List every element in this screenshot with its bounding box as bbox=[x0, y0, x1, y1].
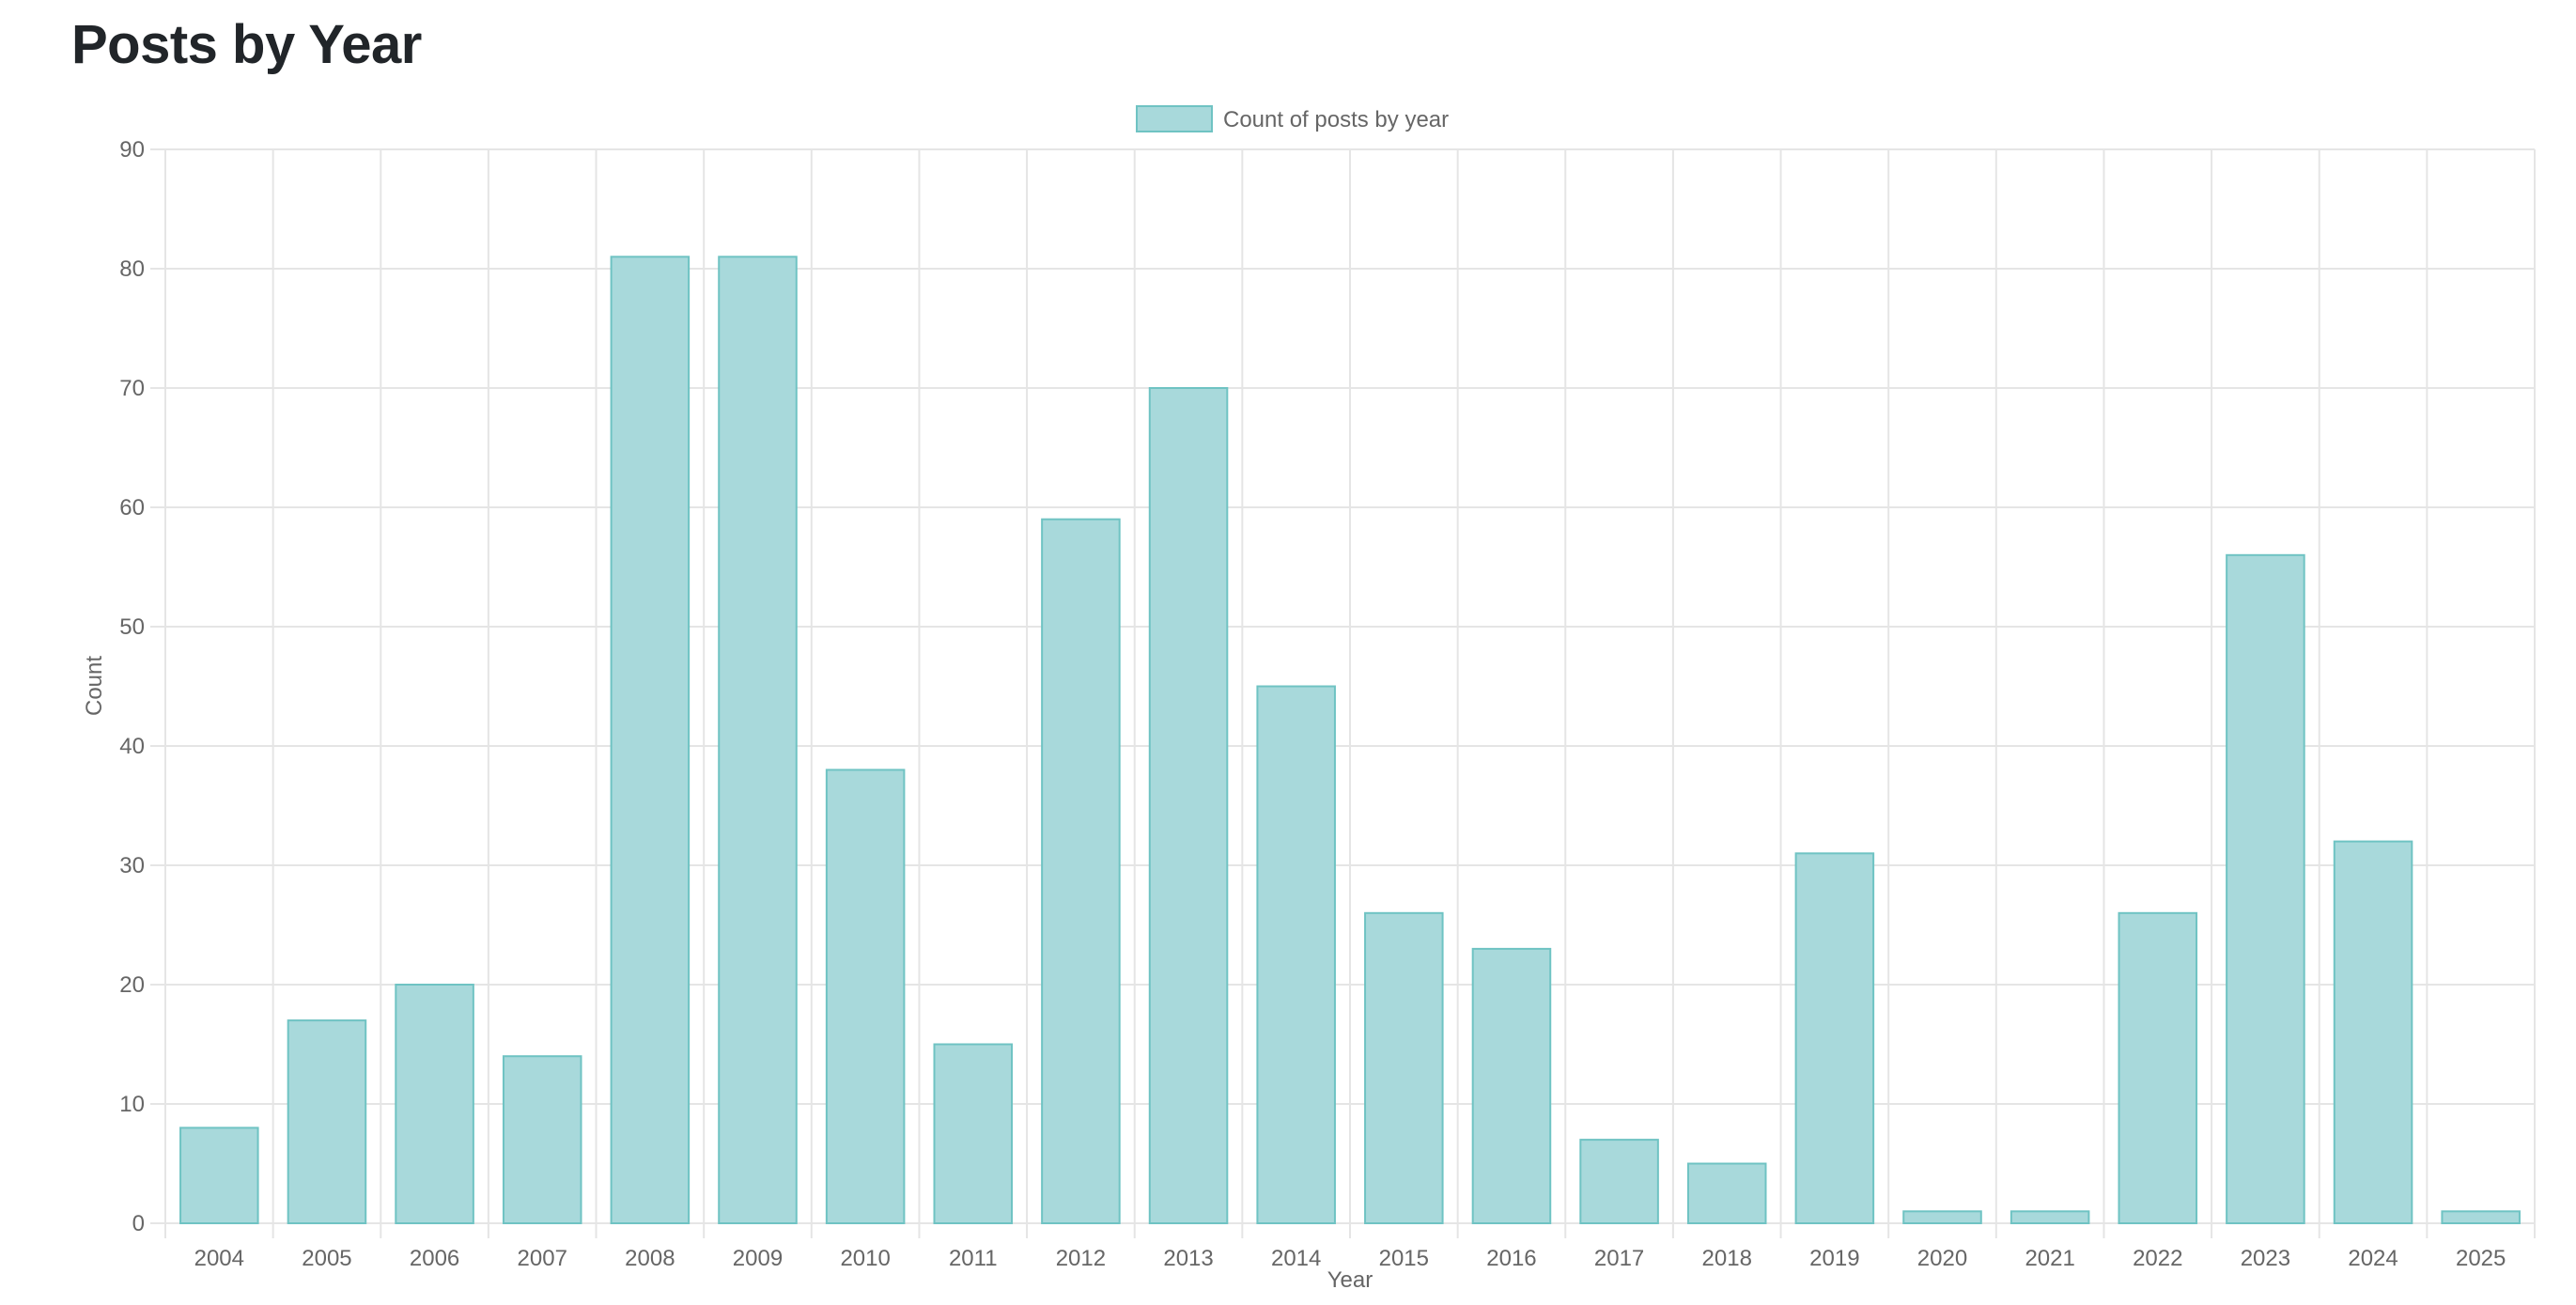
bar-2009[interactable] bbox=[718, 256, 798, 1224]
legend-swatch[interactable] bbox=[1136, 105, 1213, 132]
bar-2015[interactable] bbox=[1364, 911, 1444, 1224]
bar-2017[interactable] bbox=[1579, 1139, 1659, 1224]
y-tick-label: 80 bbox=[119, 256, 145, 282]
bar-2013[interactable] bbox=[1148, 387, 1229, 1224]
bar-2021[interactable] bbox=[2010, 1210, 2090, 1225]
ticks-layer: 0 10 20 30 40 50 60 70 80 90 2004 2005 2006 2007 2008 2… bbox=[119, 137, 2506, 1271]
x-tick-label: 2021 bbox=[2025, 1246, 2074, 1271]
y-tick-label: 30 bbox=[119, 853, 145, 878]
bar-2022[interactable] bbox=[2118, 911, 2198, 1224]
y-axis-title: Count bbox=[82, 656, 107, 716]
x-tick-label: 2009 bbox=[733, 1246, 783, 1271]
bar-2007[interactable] bbox=[502, 1055, 582, 1224]
bar-2008[interactable] bbox=[610, 256, 691, 1224]
grid-layer bbox=[150, 148, 2536, 1238]
y-tick-label: 70 bbox=[119, 376, 145, 401]
x-tick-label: 2020 bbox=[1917, 1246, 1967, 1271]
bar-2004[interactable] bbox=[179, 1126, 259, 1225]
x-tick-label: 2007 bbox=[518, 1246, 567, 1271]
x-tick-label: 2010 bbox=[840, 1246, 890, 1271]
x-tick-label: 2005 bbox=[302, 1246, 351, 1271]
x-tick-label: 2004 bbox=[194, 1246, 244, 1271]
x-tick-label: 2008 bbox=[625, 1246, 675, 1271]
x-tick-label: 2014 bbox=[1271, 1246, 1321, 1271]
x-axis-title: Year bbox=[1327, 1267, 1373, 1293]
y-tick-label: 50 bbox=[119, 614, 145, 640]
bar-2010[interactable] bbox=[825, 769, 906, 1225]
bar-2020[interactable] bbox=[1902, 1210, 1982, 1225]
x-tick-label: 2023 bbox=[2241, 1246, 2290, 1271]
legend-label[interactable]: Count of posts by year bbox=[1223, 107, 1449, 132]
bar-2023[interactable] bbox=[2226, 553, 2305, 1224]
page-title: Posts by Year bbox=[71, 14, 422, 75]
x-tick-label: 2012 bbox=[1056, 1246, 1106, 1271]
bar-2012[interactable] bbox=[1041, 518, 1121, 1224]
y-tick-label: 40 bbox=[119, 734, 145, 759]
y-tick-label: 90 bbox=[119, 137, 145, 163]
x-tick-label: 2018 bbox=[1702, 1246, 1752, 1271]
y-tick-label: 60 bbox=[119, 495, 145, 520]
bar-2014[interactable] bbox=[1256, 685, 1336, 1224]
bar-2005[interactable] bbox=[287, 1019, 367, 1224]
x-tick-label: 2015 bbox=[1379, 1246, 1429, 1271]
x-tick-label: 2022 bbox=[2133, 1246, 2182, 1271]
bars-layer bbox=[179, 256, 2521, 1225]
x-tick-label: 2025 bbox=[2456, 1246, 2506, 1271]
x-tick-label: 2019 bbox=[1809, 1246, 1859, 1271]
x-tick-label: 2016 bbox=[1486, 1246, 1536, 1271]
bar-2018[interactable] bbox=[1686, 1162, 1767, 1224]
bar-2025[interactable] bbox=[2441, 1210, 2521, 1225]
bar-2019[interactable] bbox=[1794, 852, 1875, 1224]
x-tick-label: 2024 bbox=[2348, 1246, 2398, 1271]
bar-2024[interactable] bbox=[2333, 840, 2413, 1224]
y-tick-label: 10 bbox=[119, 1092, 145, 1117]
legend[interactable]: Count of posts by year bbox=[1136, 105, 1449, 132]
bar-2006[interactable] bbox=[395, 984, 474, 1224]
y-tick-label: 20 bbox=[119, 972, 145, 998]
bar-2016[interactable] bbox=[1471, 947, 1552, 1225]
x-tick-label: 2017 bbox=[1594, 1246, 1644, 1271]
x-tick-label: 2011 bbox=[949, 1246, 998, 1271]
x-tick-label: 2006 bbox=[410, 1246, 459, 1271]
y-tick-label: 0 bbox=[132, 1211, 145, 1236]
bar-2011[interactable] bbox=[933, 1043, 1014, 1224]
x-tick-label: 2013 bbox=[1163, 1246, 1213, 1271]
